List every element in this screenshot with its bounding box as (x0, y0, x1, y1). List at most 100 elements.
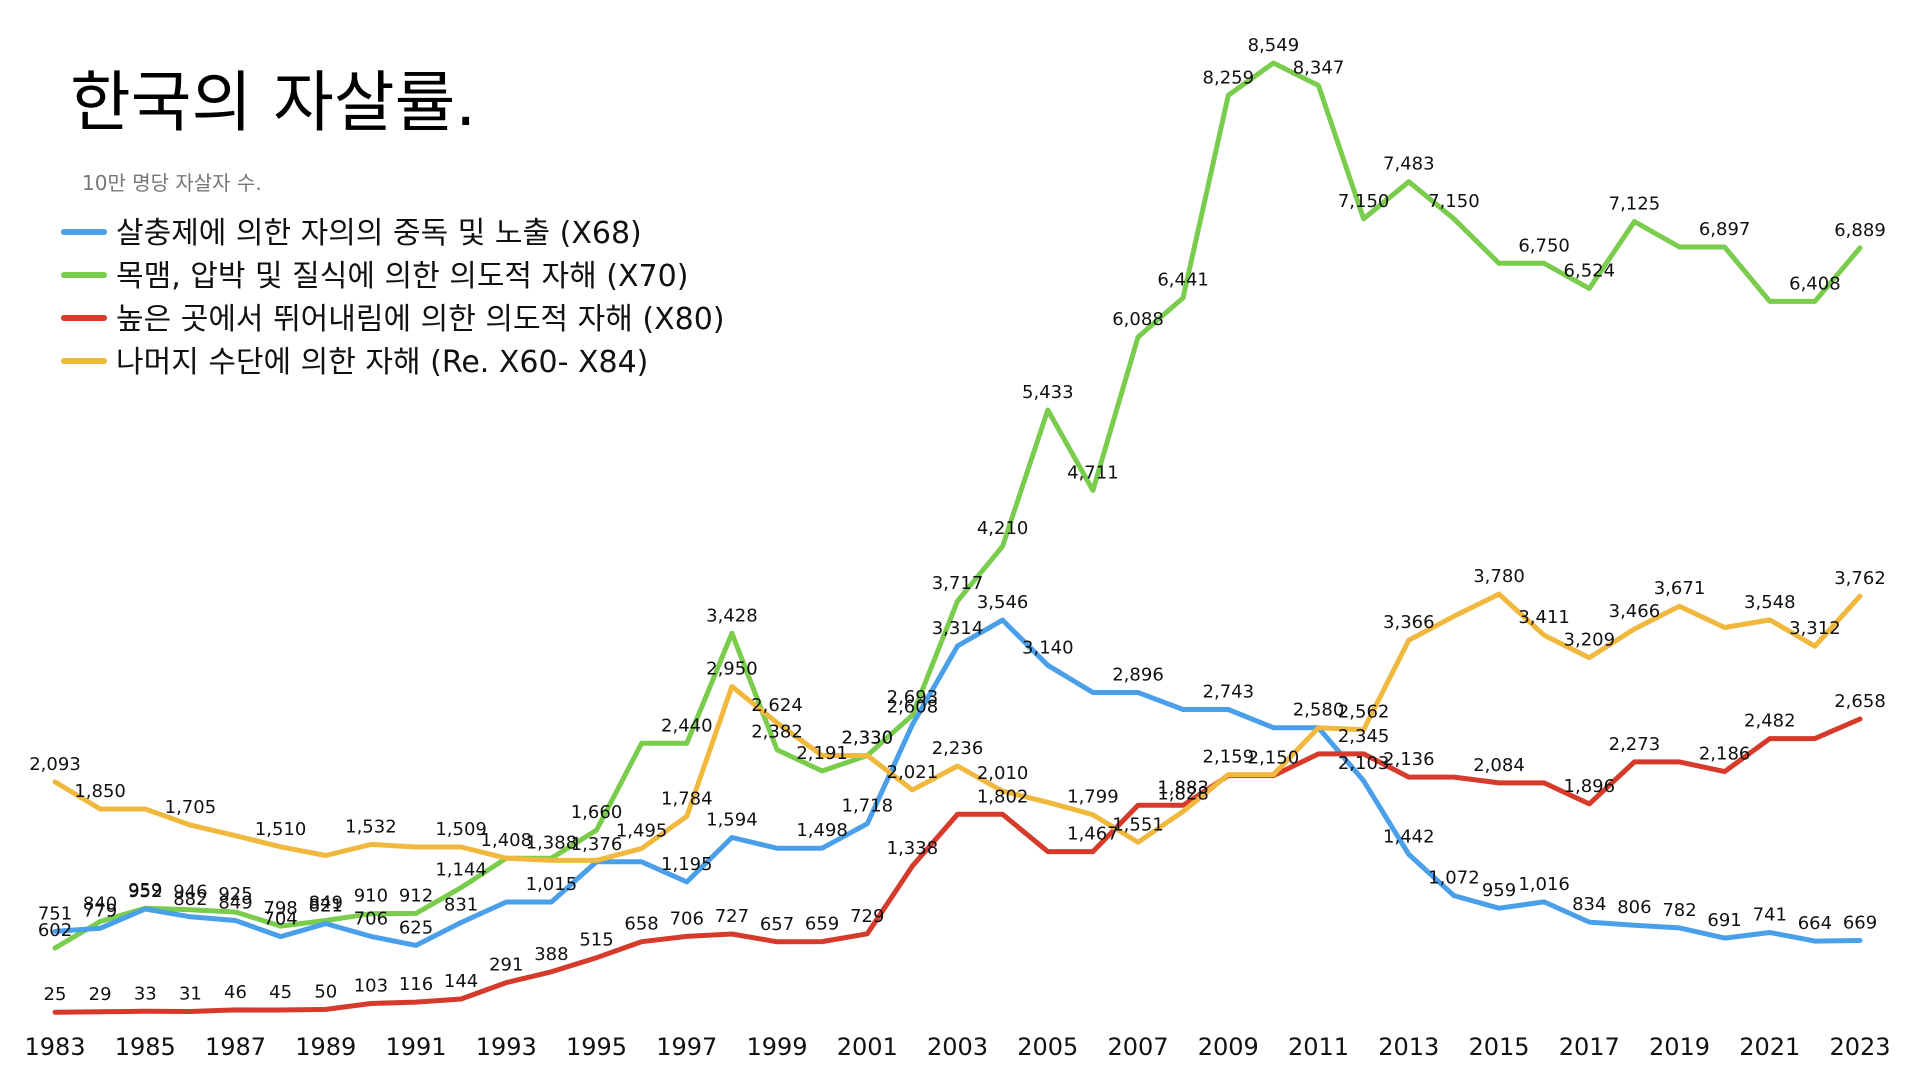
data-label-rest: 3,780 (1473, 566, 1525, 587)
x-tick-label: 2009 (1198, 1033, 1259, 1061)
x-tick-label: 2011 (1288, 1033, 1349, 1061)
x-tick-label: 1983 (24, 1033, 85, 1061)
data-label-x68: 1,072 (1428, 868, 1480, 889)
data-label-x70: 910 (354, 886, 388, 907)
data-label-x80: 658 (624, 914, 658, 935)
data-label-x80: 1,896 (1564, 776, 1616, 797)
data-label-x70: 7,125 (1609, 194, 1661, 215)
data-label-x80: 291 (489, 955, 523, 976)
data-label-x68: 1,195 (661, 854, 713, 875)
data-label-rest: 3,762 (1834, 568, 1886, 589)
chart-title: 한국의 자살률. (70, 64, 476, 141)
x-tick-label: 2019 (1649, 1033, 1710, 1061)
data-label-x80: 659 (805, 914, 839, 935)
data-label-x70: 8,549 (1248, 35, 1300, 56)
x-tick-label: 2023 (1829, 1033, 1890, 1061)
data-label-x68: 1,376 (571, 834, 623, 855)
data-label-x80: 2,150 (1248, 748, 1300, 769)
data-label-rest: 3,209 (1564, 630, 1616, 651)
data-label-x80: 116 (399, 974, 433, 995)
data-label-rest: 1,495 (616, 821, 668, 842)
data-label-rest: 2,021 (887, 762, 939, 783)
data-label-x68: 2,743 (1203, 682, 1255, 703)
data-label-x70: 6,408 (1789, 273, 1841, 294)
legend-item-x68[interactable]: 살충제에 의한 자의의 중독 및 노출 (X68) (61, 216, 642, 251)
data-label-x68: 959 (1482, 880, 1516, 901)
data-label-x70: 6,750 (1518, 235, 1570, 256)
data-label-x70: 925 (218, 884, 252, 905)
data-label-x68: 3,140 (1022, 637, 1074, 658)
data-label-x68: 1,015 (526, 874, 578, 895)
x-tick-label: 2021 (1739, 1033, 1800, 1061)
data-label-x68: 1,718 (842, 796, 894, 817)
data-label-x80: 2,482 (1744, 711, 1796, 732)
data-label-x68: 1,442 (1383, 826, 1435, 847)
data-label-x80: 33 (134, 983, 157, 1004)
x-tick-label: 2005 (1017, 1033, 1078, 1061)
data-label-rest: 1,551 (1112, 814, 1164, 835)
legend-label-x70: 목맴, 압박 및 질식에 의한 의도적 자해 (X70) (116, 259, 688, 294)
x-tick-label: 2001 (837, 1033, 898, 1061)
data-label-x80: 706 (670, 908, 704, 929)
data-label-rest: 3,366 (1383, 612, 1435, 633)
data-label-x68: 779 (83, 900, 117, 921)
data-label-x68: 1,594 (706, 810, 758, 831)
data-label-x70: 7,150 (1428, 191, 1480, 212)
data-label-x80: 103 (354, 976, 388, 997)
data-label-x70: 1,660 (571, 802, 623, 823)
data-label-x70: 6,088 (1112, 309, 1164, 330)
x-tick-label: 1985 (115, 1033, 176, 1061)
data-label-x80: 2,345 (1338, 726, 1390, 747)
data-label-rest: 3,312 (1789, 618, 1841, 639)
data-label-x80: 2,186 (1699, 744, 1751, 765)
data-label-x68: 704 (263, 909, 297, 930)
data-label-x70: 912 (399, 885, 433, 906)
data-label-x70: 7,150 (1338, 191, 1390, 212)
data-label-x68: 821 (309, 896, 343, 917)
data-label-x68: 849 (218, 893, 252, 914)
data-label-rest: 2,159 (1203, 747, 1255, 768)
data-label-rest: 3,548 (1744, 592, 1796, 613)
x-tick-label: 1997 (656, 1033, 717, 1061)
data-label-x80: 46 (224, 982, 247, 1003)
data-label-x80: 29 (89, 984, 112, 1005)
data-label-x68: 741 (1753, 905, 1787, 926)
data-label-rest: 1,850 (74, 781, 126, 802)
legend-item-x80[interactable]: 높은 곳에서 뛰어내림에 의한 의도적 자해 (X80) (61, 302, 725, 337)
data-label-x68: 782 (1662, 900, 1696, 921)
data-label-x80: 1,883 (1157, 777, 1209, 798)
data-label-x70: 8,259 (1203, 67, 1255, 88)
data-label-x70: 3,717 (932, 573, 984, 594)
data-label-x70: 959 (128, 880, 162, 901)
data-label-x70: 6,889 (1834, 220, 1886, 241)
data-label-rest: 1,705 (165, 797, 217, 818)
data-label-x70: 2,330 (842, 728, 894, 749)
data-label-rest: 3,466 (1609, 601, 1661, 622)
series-line-rest (52, 591, 1863, 863)
chart-subtitle: 10만 명당 자살자 수. (82, 171, 262, 195)
data-label-x70: 1,408 (481, 830, 533, 851)
series-layer (52, 60, 1863, 1015)
legend-item-rest[interactable]: 나머지 수단에 의한 자해 (Re. X60- X84) (61, 345, 648, 380)
data-label-x70: 6,441 (1157, 270, 1209, 291)
x-tick-label: 1993 (476, 1033, 537, 1061)
data-label-rest: 1,532 (345, 816, 397, 837)
data-label-rest: 1,388 (526, 832, 578, 853)
data-label-x68: 1,498 (796, 820, 848, 841)
data-label-x68: 952 (128, 881, 162, 902)
series-line-x68 (52, 617, 1863, 948)
data-label-x68: 625 (399, 917, 433, 938)
data-label-x68: 3,314 (932, 618, 984, 639)
legend-item-x70[interactable]: 목맴, 압박 및 질식에 의한 의도적 자해 (X70) (61, 259, 688, 294)
data-label-x68: 691 (1707, 910, 1741, 931)
data-label-x80: 657 (760, 914, 794, 935)
data-label-x70: 1,144 (435, 860, 487, 881)
data-label-x70: 3,428 (706, 605, 758, 626)
data-label-x80: 2,084 (1473, 755, 1525, 776)
data-label-x70: 849 (309, 893, 343, 914)
data-label-x68: 2,608 (887, 697, 939, 718)
data-label-x68: 882 (173, 889, 207, 910)
x-tick-label: 1995 (566, 1033, 627, 1061)
data-label-x70: 798 (263, 898, 297, 919)
